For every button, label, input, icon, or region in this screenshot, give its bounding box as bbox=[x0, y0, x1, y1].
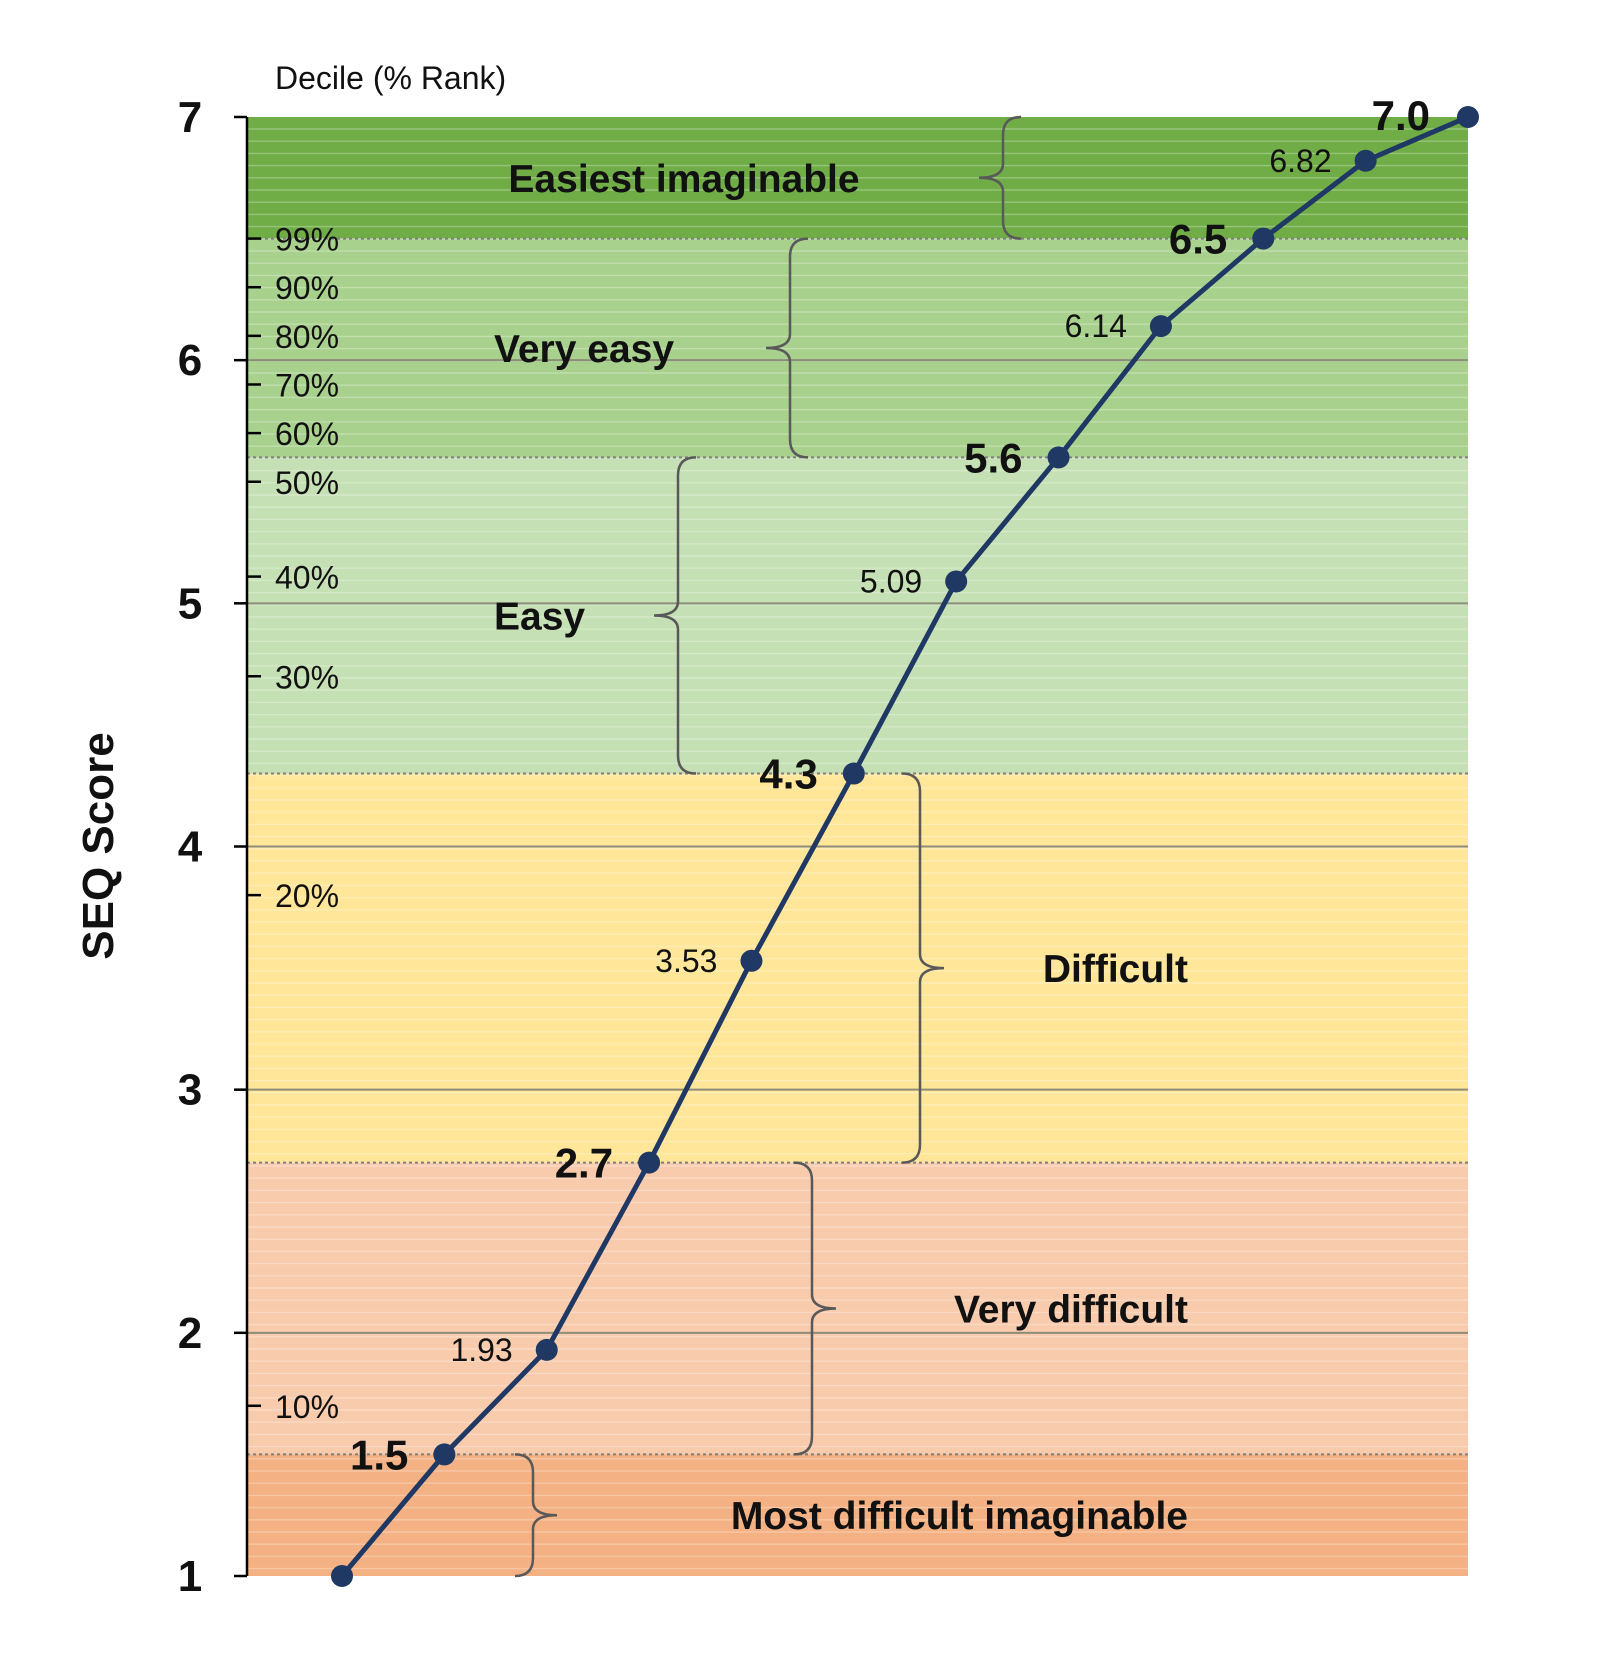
band-4 bbox=[247, 1162, 1468, 1455]
data-label: 1.5 bbox=[350, 1431, 408, 1478]
decile-axis-title: Decile (% Rank) bbox=[275, 60, 506, 96]
band-label-2: Easy bbox=[494, 595, 585, 638]
stripes-layer bbox=[247, 128, 1468, 1570]
bands-layer bbox=[247, 117, 1468, 1576]
band-5 bbox=[247, 1454, 1468, 1576]
band-1 bbox=[247, 238, 1468, 458]
data-point bbox=[1047, 446, 1070, 469]
y-tick-label: 3 bbox=[178, 1066, 202, 1115]
brace-4 bbox=[793, 1161, 837, 1456]
data-point bbox=[1354, 149, 1377, 172]
decile-label: 20% bbox=[275, 878, 339, 914]
data-point bbox=[331, 1565, 353, 1587]
data-label: 2.7 bbox=[555, 1140, 613, 1187]
band-2 bbox=[247, 457, 1468, 774]
decile-label: 10% bbox=[275, 1389, 339, 1425]
y-tick-label: 2 bbox=[178, 1309, 202, 1358]
data-point bbox=[433, 1443, 456, 1466]
brace-1 bbox=[765, 237, 809, 459]
data-point bbox=[1149, 315, 1172, 338]
decile-label: 99% bbox=[275, 222, 339, 258]
brace-layer bbox=[514, 115, 1022, 1578]
data-point bbox=[945, 570, 968, 593]
decile-label: 80% bbox=[275, 319, 339, 355]
band-label-1: Very easy bbox=[494, 328, 674, 371]
decile-label: 50% bbox=[275, 465, 339, 501]
y-tick-label: 4 bbox=[178, 823, 203, 872]
y-tick-label: 5 bbox=[178, 579, 202, 628]
brace-2 bbox=[653, 456, 697, 775]
grid-layer bbox=[247, 237, 1468, 1456]
data-point bbox=[1457, 106, 1479, 128]
y-axis-title: SEQ Score bbox=[74, 732, 123, 959]
decile-label: 40% bbox=[275, 560, 339, 596]
band-label-3: Difficult bbox=[1043, 948, 1188, 991]
data-point bbox=[740, 949, 763, 972]
band-label-0: Easiest imaginable bbox=[508, 158, 859, 201]
brace-3 bbox=[901, 772, 945, 1164]
data-point bbox=[1252, 227, 1275, 250]
data-label: 7.0 bbox=[1372, 92, 1430, 139]
brace-5 bbox=[514, 1453, 558, 1578]
brace-0 bbox=[978, 115, 1022, 240]
decile-label: 60% bbox=[275, 416, 339, 452]
y-tick-label: 1 bbox=[178, 1552, 202, 1601]
data-label: 1.93 bbox=[450, 1332, 512, 1368]
band-label-5: Most difficult imaginable bbox=[731, 1495, 1188, 1538]
data-point bbox=[535, 1338, 558, 1361]
data-label: 3.53 bbox=[655, 943, 717, 979]
data-label: 6.82 bbox=[1269, 143, 1331, 179]
decile-label: 70% bbox=[275, 367, 339, 403]
decile-label: 90% bbox=[275, 270, 339, 306]
data-label: 4.3 bbox=[759, 751, 817, 798]
band-3 bbox=[247, 773, 1468, 1163]
label-layer: Easiest imaginable Very easy Easy Difficult… bbox=[350, 92, 1430, 1538]
band-0 bbox=[247, 117, 1468, 239]
decile-label: 30% bbox=[275, 659, 339, 695]
data-point bbox=[638, 1151, 661, 1174]
y-tick-label: 6 bbox=[178, 336, 202, 385]
series-line bbox=[340, 114, 1469, 1578]
data-label: 5.09 bbox=[860, 563, 922, 599]
data-label: 6.5 bbox=[1169, 216, 1227, 263]
data-point bbox=[842, 762, 865, 785]
band-label-4: Very difficult bbox=[954, 1289, 1188, 1332]
data-label: 6.14 bbox=[1065, 308, 1127, 344]
data-label: 5.6 bbox=[964, 434, 1022, 481]
y-tick-label: 7 bbox=[178, 93, 202, 142]
series-layer bbox=[331, 106, 1479, 1587]
axis-layer: 1 2 3 4 5 6 7 99% 90% 80% 70% 60% 50% 40% 30% 20% 10% bbox=[178, 93, 339, 1601]
